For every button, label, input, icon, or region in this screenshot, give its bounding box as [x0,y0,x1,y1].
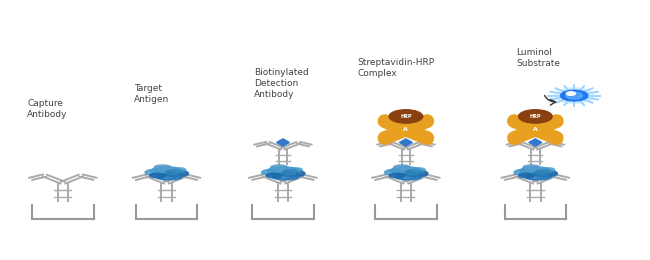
Ellipse shape [145,169,164,176]
Circle shape [389,110,422,123]
Ellipse shape [542,168,554,172]
Ellipse shape [391,167,421,175]
Ellipse shape [266,173,281,178]
Ellipse shape [150,173,165,178]
Polygon shape [400,139,412,146]
Ellipse shape [404,170,428,177]
Ellipse shape [156,174,182,180]
Text: Luminol
Substrate: Luminol Substrate [516,48,560,68]
Ellipse shape [154,165,171,170]
Text: Capture
Antibody: Capture Antibody [27,99,68,119]
Ellipse shape [165,170,188,177]
Ellipse shape [166,170,180,174]
Ellipse shape [525,174,551,180]
Ellipse shape [272,174,298,180]
Ellipse shape [261,169,281,176]
Ellipse shape [270,165,287,170]
Ellipse shape [396,174,421,180]
Polygon shape [276,139,289,146]
Text: Target
Antigen: Target Antigen [134,84,169,104]
Ellipse shape [389,173,404,178]
Text: Streptavidin-HRP
Complex: Streptavidin-HRP Complex [358,58,434,78]
Ellipse shape [151,167,182,175]
Ellipse shape [514,169,534,176]
Text: HRP: HRP [400,114,411,119]
Ellipse shape [405,170,419,174]
Ellipse shape [267,167,298,175]
Ellipse shape [173,168,186,172]
Ellipse shape [535,170,549,174]
Text: A: A [533,127,538,132]
Circle shape [560,90,588,101]
Ellipse shape [412,168,425,172]
Text: A: A [404,127,408,132]
Ellipse shape [394,165,410,170]
Ellipse shape [289,168,302,172]
Ellipse shape [282,170,296,174]
Ellipse shape [520,167,551,175]
Polygon shape [529,139,542,146]
Circle shape [566,92,575,95]
Circle shape [519,110,552,123]
Ellipse shape [281,170,305,177]
Ellipse shape [534,170,557,177]
Ellipse shape [385,169,404,176]
Text: Biotinylated
Detection
Antibody: Biotinylated Detection Antibody [254,68,309,100]
Text: HRP: HRP [530,114,541,119]
Ellipse shape [519,173,534,178]
Ellipse shape [523,165,540,170]
Circle shape [554,88,593,103]
Circle shape [566,92,582,99]
